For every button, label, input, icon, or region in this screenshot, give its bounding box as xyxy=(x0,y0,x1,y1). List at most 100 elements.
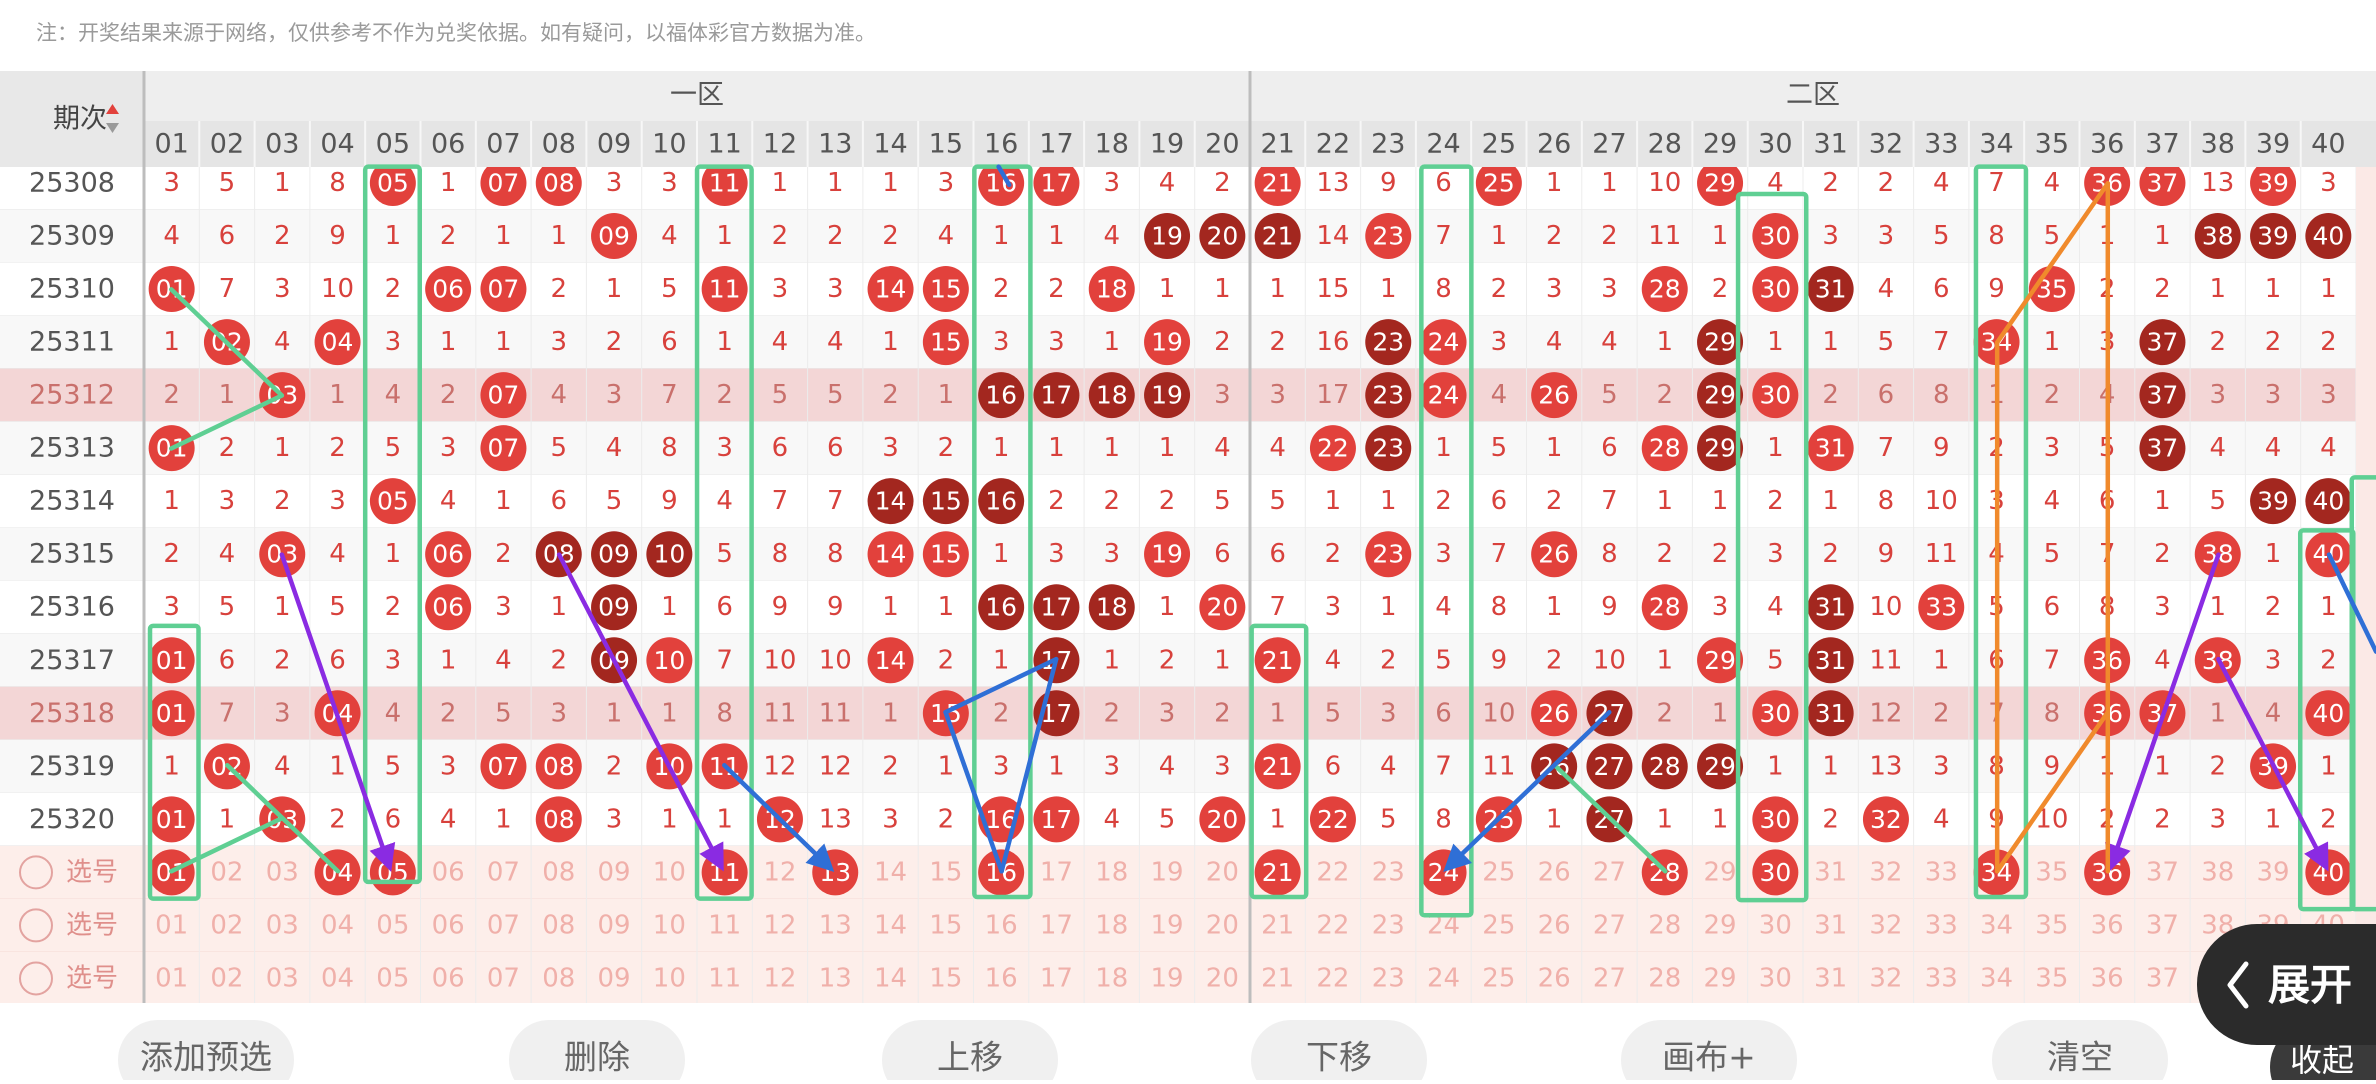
omission-count: 8 xyxy=(2044,698,2061,728)
omission-count: 5 xyxy=(550,433,567,463)
omission-count: 11 xyxy=(1869,645,1902,675)
omission-count: 2 xyxy=(772,221,789,251)
omission-count: 9 xyxy=(2044,751,2061,781)
omission-count: 9 xyxy=(1491,645,1508,675)
omission-count: 7 xyxy=(1601,486,1618,516)
omission-count: 07 xyxy=(487,910,520,940)
ball xyxy=(867,266,914,313)
button-label[interactable]: 添加预选 xyxy=(140,1038,272,1077)
omission-count: 23 xyxy=(1372,857,1405,887)
expand-button[interactable] xyxy=(2197,924,2376,1045)
issue-number: 25318 xyxy=(29,698,115,729)
omission-count: 2 xyxy=(938,645,955,675)
drawn-stroke xyxy=(168,816,285,874)
button[interactable] xyxy=(1251,1020,1427,1084)
button[interactable] xyxy=(882,1020,1058,1084)
period-header[interactable]: 期次 xyxy=(53,104,107,135)
omission-count: 1 xyxy=(550,221,567,251)
column-label: 02 xyxy=(210,129,244,160)
omission-count: 14 xyxy=(874,910,907,940)
omission-count: 1 xyxy=(2320,751,2337,781)
button-label[interactable]: 清空 xyxy=(2047,1038,2113,1077)
column-label: 06 xyxy=(431,129,465,160)
column-label: 36 xyxy=(2090,129,2124,160)
omission-count: 3 xyxy=(1214,380,1231,410)
column-label: 34 xyxy=(1979,129,2013,160)
omission-count: 1 xyxy=(163,327,180,357)
ball xyxy=(314,319,361,366)
button[interactable] xyxy=(118,1020,294,1084)
omission-count: 7 xyxy=(1435,221,1452,251)
ball-number: 09 xyxy=(598,540,630,569)
omission-count: 3 xyxy=(550,698,567,728)
expand-label[interactable]: 展开 xyxy=(2268,961,2352,1010)
omission-count: 4 xyxy=(2265,698,2282,728)
omission-count: 5 xyxy=(716,539,733,569)
omission-count: 03 xyxy=(266,963,299,993)
column-label: 04 xyxy=(320,129,354,160)
button[interactable] xyxy=(509,1020,685,1084)
omission-count: 09 xyxy=(598,910,631,940)
omission-count: 15 xyxy=(929,963,962,993)
omission-count: 1 xyxy=(1822,486,1839,516)
omission-count: 2 xyxy=(2044,380,2061,410)
ball-number: 14 xyxy=(875,540,907,569)
ball-number: 17 xyxy=(1041,593,1073,622)
button[interactable] xyxy=(1992,1020,2168,1084)
omission-count: 1 xyxy=(1546,804,1563,834)
ball xyxy=(591,531,638,578)
ball-number: 18 xyxy=(1096,593,1128,622)
omission-count: 6 xyxy=(1601,433,1618,463)
issue-number: 25317 xyxy=(29,645,115,676)
ball-number: 15 xyxy=(930,328,962,357)
omission-count: 3 xyxy=(2209,380,2226,410)
button-label[interactable]: 下移 xyxy=(1306,1038,1372,1077)
omission-count: 02 xyxy=(210,857,243,887)
ball-number: 31 xyxy=(1815,434,1847,463)
omission-count: 12 xyxy=(763,857,796,887)
button[interactable] xyxy=(1621,1020,1797,1084)
select-radio[interactable] xyxy=(19,908,53,943)
select-radio[interactable] xyxy=(19,961,53,996)
ball-number: 29 xyxy=(1704,752,1736,781)
omission-count: 3 xyxy=(1933,751,1950,781)
button-label[interactable]: 上移 xyxy=(937,1038,1003,1077)
omission-count: 14 xyxy=(874,857,907,887)
button-label[interactable]: 画布+ xyxy=(1662,1038,1756,1077)
omission-count: 26 xyxy=(1538,963,1571,993)
select-radio[interactable] xyxy=(19,855,53,890)
ball xyxy=(1697,743,1744,790)
ball xyxy=(2139,167,2186,206)
omission-count: 3 xyxy=(1491,327,1508,357)
omission-count: 4 xyxy=(2044,486,2061,516)
drawn-stroke xyxy=(168,287,285,398)
omission-count: 1 xyxy=(882,327,899,357)
column-label: 21 xyxy=(1260,129,1294,160)
omission-count: 3 xyxy=(606,804,623,834)
omission-count: 1 xyxy=(1103,645,1120,675)
issue-number: 25308 xyxy=(29,168,115,199)
omission-count: 3 xyxy=(1214,751,1231,781)
ball-number: 01 xyxy=(156,805,188,834)
omission-count: 25 xyxy=(1482,963,1515,993)
collapse-label[interactable]: 收起 xyxy=(2290,1041,2354,1079)
omission-count: 1 xyxy=(716,221,733,251)
row-background xyxy=(0,421,2376,475)
omission-count: 1 xyxy=(274,433,291,463)
ball xyxy=(1807,637,1854,684)
omission-count: 3 xyxy=(1103,168,1120,198)
omission-count: 2 xyxy=(274,486,291,516)
ball xyxy=(646,637,693,684)
button-label[interactable]: 删除 xyxy=(564,1038,630,1077)
omission-count: 4 xyxy=(2154,645,2171,675)
ball-number: 20 xyxy=(1206,593,1238,622)
omission-count: 06 xyxy=(432,910,465,940)
omission-count: 13 xyxy=(2201,168,2234,198)
ball-number: 25 xyxy=(1483,169,1515,198)
omission-count: 2 xyxy=(1214,168,1231,198)
omission-count: 1 xyxy=(661,698,678,728)
omission-count: 6 xyxy=(1214,539,1231,569)
ball xyxy=(1531,531,1578,578)
omission-count: 3 xyxy=(440,751,457,781)
omission-count: 9 xyxy=(1380,168,1397,198)
